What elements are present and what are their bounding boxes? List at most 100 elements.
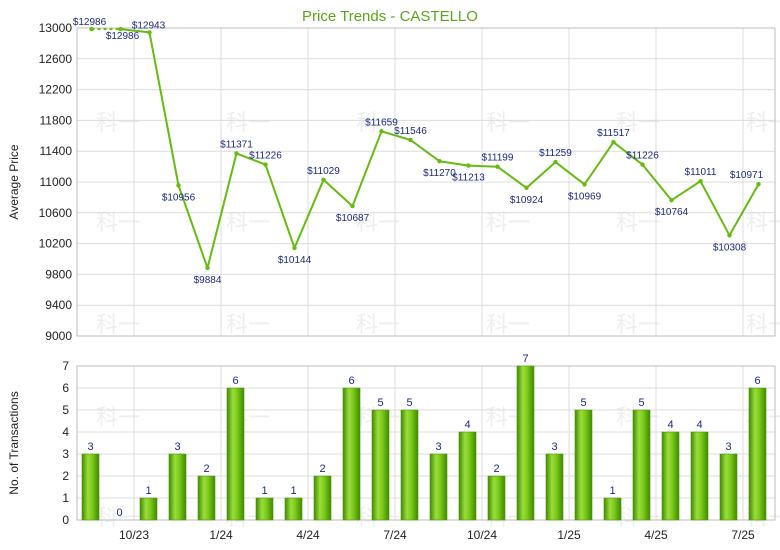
price-point-label: $11029 [307,166,340,177]
bar-value-label: 5 [377,397,383,409]
watermark: 科一 [96,506,140,531]
transactions-tick-label: 2 [62,469,69,483]
watermark: 科一 [616,211,660,236]
price-point [147,30,152,35]
transactions-tick-label: 7 [62,359,69,373]
price-tick-label: 13000 [39,21,73,35]
price-point [379,129,384,134]
price-tick-label: 9400 [45,298,72,312]
price-point-label: $11517 [597,128,630,139]
price-point-label: $10144 [278,255,312,266]
bar [139,497,158,521]
x-tick-label: 4/24 [296,528,320,542]
bar [284,497,303,521]
price-tick-label: 10600 [39,206,73,220]
bar-value-label: 0 [116,507,122,519]
price-point-label: $11659 [365,117,398,128]
bar-value-label: 3 [725,441,731,453]
bar [458,431,477,521]
bar [748,387,767,521]
price-point [350,203,355,209]
watermark: 科一 [486,111,530,136]
bar-value-label: 6 [348,375,354,387]
price-point [698,178,703,184]
transactions-tick-label: 1 [62,491,69,505]
price-tick-label: 9000 [45,329,72,343]
price-point [205,265,210,271]
bar [371,409,390,521]
watermark: 科一 [226,313,270,338]
transactions-plot-frame [76,365,776,521]
price-point-label: $10308 [713,242,747,253]
price-point-label: $11011 [685,167,717,178]
price-point [234,151,239,156]
bar [719,453,738,521]
bar [342,387,361,521]
bar [168,453,187,521]
watermark: 科一 [356,313,400,338]
price-point-label: $9884 [194,275,222,286]
price-point [640,162,645,167]
x-tick-label: 1/24 [209,528,233,542]
transactions-tick-label: 5 [62,403,69,417]
price-point-label: $11199 [482,153,514,164]
watermark: 科一 [486,211,530,236]
price-plot-frame [76,27,776,337]
x-tick-label: 10/23 [119,528,149,542]
bar-value-label: 6 [754,375,760,387]
price-tick-label: 11000 [40,175,73,189]
price-point [669,197,674,203]
watermark: 科一 [616,313,660,338]
price-tick-label: 9800 [45,267,72,281]
watermark: 科一 [356,111,400,136]
bar-value-label: 3 [87,441,93,453]
transactions-tick-label: 4 [62,425,69,439]
bar-value-label: 3 [551,441,557,453]
bar-value-label: 2 [319,463,325,475]
x-tick-label: 7/25 [731,528,755,542]
watermark: 科一 [746,313,780,338]
watermark: 科一 [226,211,270,236]
bar [661,431,680,521]
bar-value-label: 1 [609,485,615,497]
price-point [495,164,500,169]
bar [197,475,216,521]
price-point-label: $11226 [249,151,282,162]
watermark: 科一 [96,111,140,136]
price-point [321,177,326,182]
price-point-label: $12943 [132,20,166,31]
x-tick-label: 10/24 [467,528,497,542]
price-point [466,163,471,168]
price-point [89,26,94,32]
price-point [582,182,587,187]
bar-value-label: 5 [406,397,412,409]
price-point-label: $10687 [336,213,370,224]
watermark: 科一 [616,111,660,136]
bar-value-label: 1 [290,485,296,497]
price-point-label: $12986 [106,31,140,42]
price-point [408,137,413,143]
price-tick-label: 11400 [40,144,73,158]
price-point [118,26,123,32]
bar-value-label: 4 [667,419,673,431]
bar [603,497,622,521]
watermark: 科一 [746,211,780,236]
bar-value-label: 5 [580,397,586,409]
price-tick-label: 10200 [39,237,73,251]
price-tick-label: 12200 [39,83,73,97]
transactions-tick-label: 6 [62,381,69,395]
price-tick-label: 11800 [40,113,73,127]
watermark: 科一 [486,313,530,338]
bar-value-label: 5 [638,397,644,409]
price-point-label: $10924 [510,195,544,206]
chart-title: Price Trends - CASTELLO [302,8,478,25]
bar-value-label: 1 [261,485,267,497]
bar [690,431,709,521]
transactions-tick-label: 0 [62,513,69,527]
bar-value-label: 1 [145,485,151,497]
bar [81,453,100,521]
watermark: 科一 [746,111,780,136]
price-point-label: $11546 [394,126,427,137]
